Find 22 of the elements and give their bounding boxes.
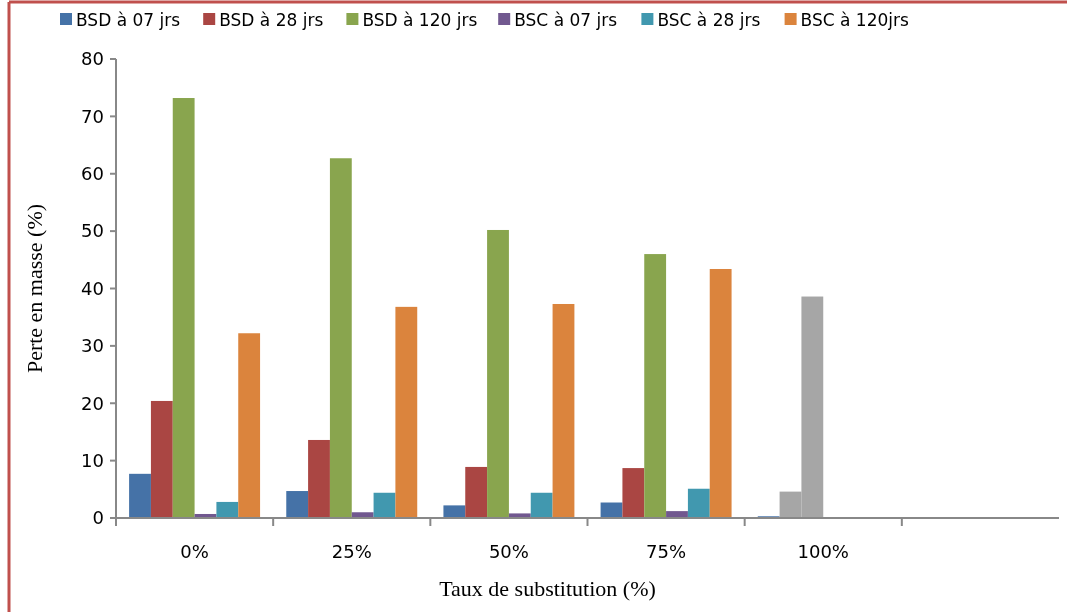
legend-label: BSC à 120jrs: [800, 10, 910, 30]
legend-label: BSC à 28 jrs: [657, 10, 761, 30]
x-tick-label: 0%: [180, 541, 209, 562]
y-tick-label: 70: [81, 105, 104, 127]
x-tick-label: 50%: [488, 541, 529, 562]
y-tick-label: 50: [81, 220, 104, 242]
x-tick-label: 75%: [646, 541, 687, 562]
y-tick-label: 10: [81, 449, 104, 471]
y-axis-title: Perte en masse (%): [22, 203, 47, 374]
y-tick-label: 60: [81, 163, 104, 185]
y-tick-label: 30: [81, 335, 104, 357]
y-tick-label: 80: [81, 48, 104, 70]
y-tick-label: 20: [81, 392, 104, 414]
legend-label: BSC à 07 jrs: [514, 10, 618, 30]
y-tick-label: 40: [81, 277, 104, 299]
x-tick-label: 25%: [331, 541, 372, 562]
legend-label: BSD à 120 jrs: [362, 10, 478, 30]
y-tick-label: 0: [92, 507, 104, 529]
x-axis-title: Taux de substitution (%): [439, 576, 656, 601]
legend-label: BSD à 07 jrs: [76, 10, 181, 30]
x-tick-label: 100%: [797, 541, 849, 562]
legend-label: BSD à 28 jrs: [219, 10, 324, 30]
